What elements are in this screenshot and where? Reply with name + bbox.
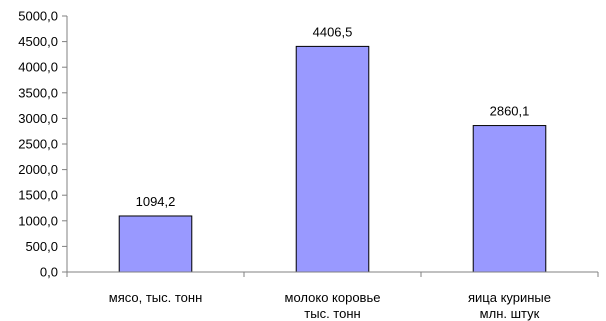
data-label: 4406,5 bbox=[313, 24, 353, 39]
data-labels: 1094,2 4406,5 2860,1 bbox=[136, 24, 530, 209]
data-label: 2860,1 bbox=[490, 104, 530, 119]
y-tick-label: 1000,0 bbox=[18, 213, 58, 228]
category-label: молоко коровье bbox=[285, 290, 381, 305]
bar bbox=[118, 215, 193, 273]
y-tick-label: 1500,0 bbox=[18, 188, 58, 203]
category-label: мясо, тыс. тонн bbox=[109, 290, 203, 305]
y-tick-label: 3000,0 bbox=[18, 111, 58, 126]
y-tick-label: 500,0 bbox=[25, 239, 58, 254]
category-label: яица куриные bbox=[468, 290, 551, 305]
data-label: 1094,2 bbox=[136, 194, 176, 209]
y-tick-label: 2000,0 bbox=[18, 162, 58, 177]
category-label: млн. штук bbox=[480, 306, 540, 321]
bar bbox=[295, 45, 370, 273]
y-tick-label: 4500,0 bbox=[18, 34, 58, 49]
bar bbox=[472, 125, 547, 273]
y-tick-label: 0,0 bbox=[40, 265, 58, 280]
y-tick-label: 2500,0 bbox=[18, 137, 58, 152]
category-label: тыс. тонн bbox=[304, 306, 360, 321]
y-tick-label: 5000,0 bbox=[18, 9, 58, 24]
y-tick-label: 3500,0 bbox=[18, 85, 58, 100]
y-tick-label: 4000,0 bbox=[18, 60, 58, 75]
y-axis-ticks: 0,0 500,0 1000,0 1500,0 2000,0 2500,0 3000,0 35… bbox=[18, 9, 67, 280]
bars bbox=[118, 45, 547, 273]
